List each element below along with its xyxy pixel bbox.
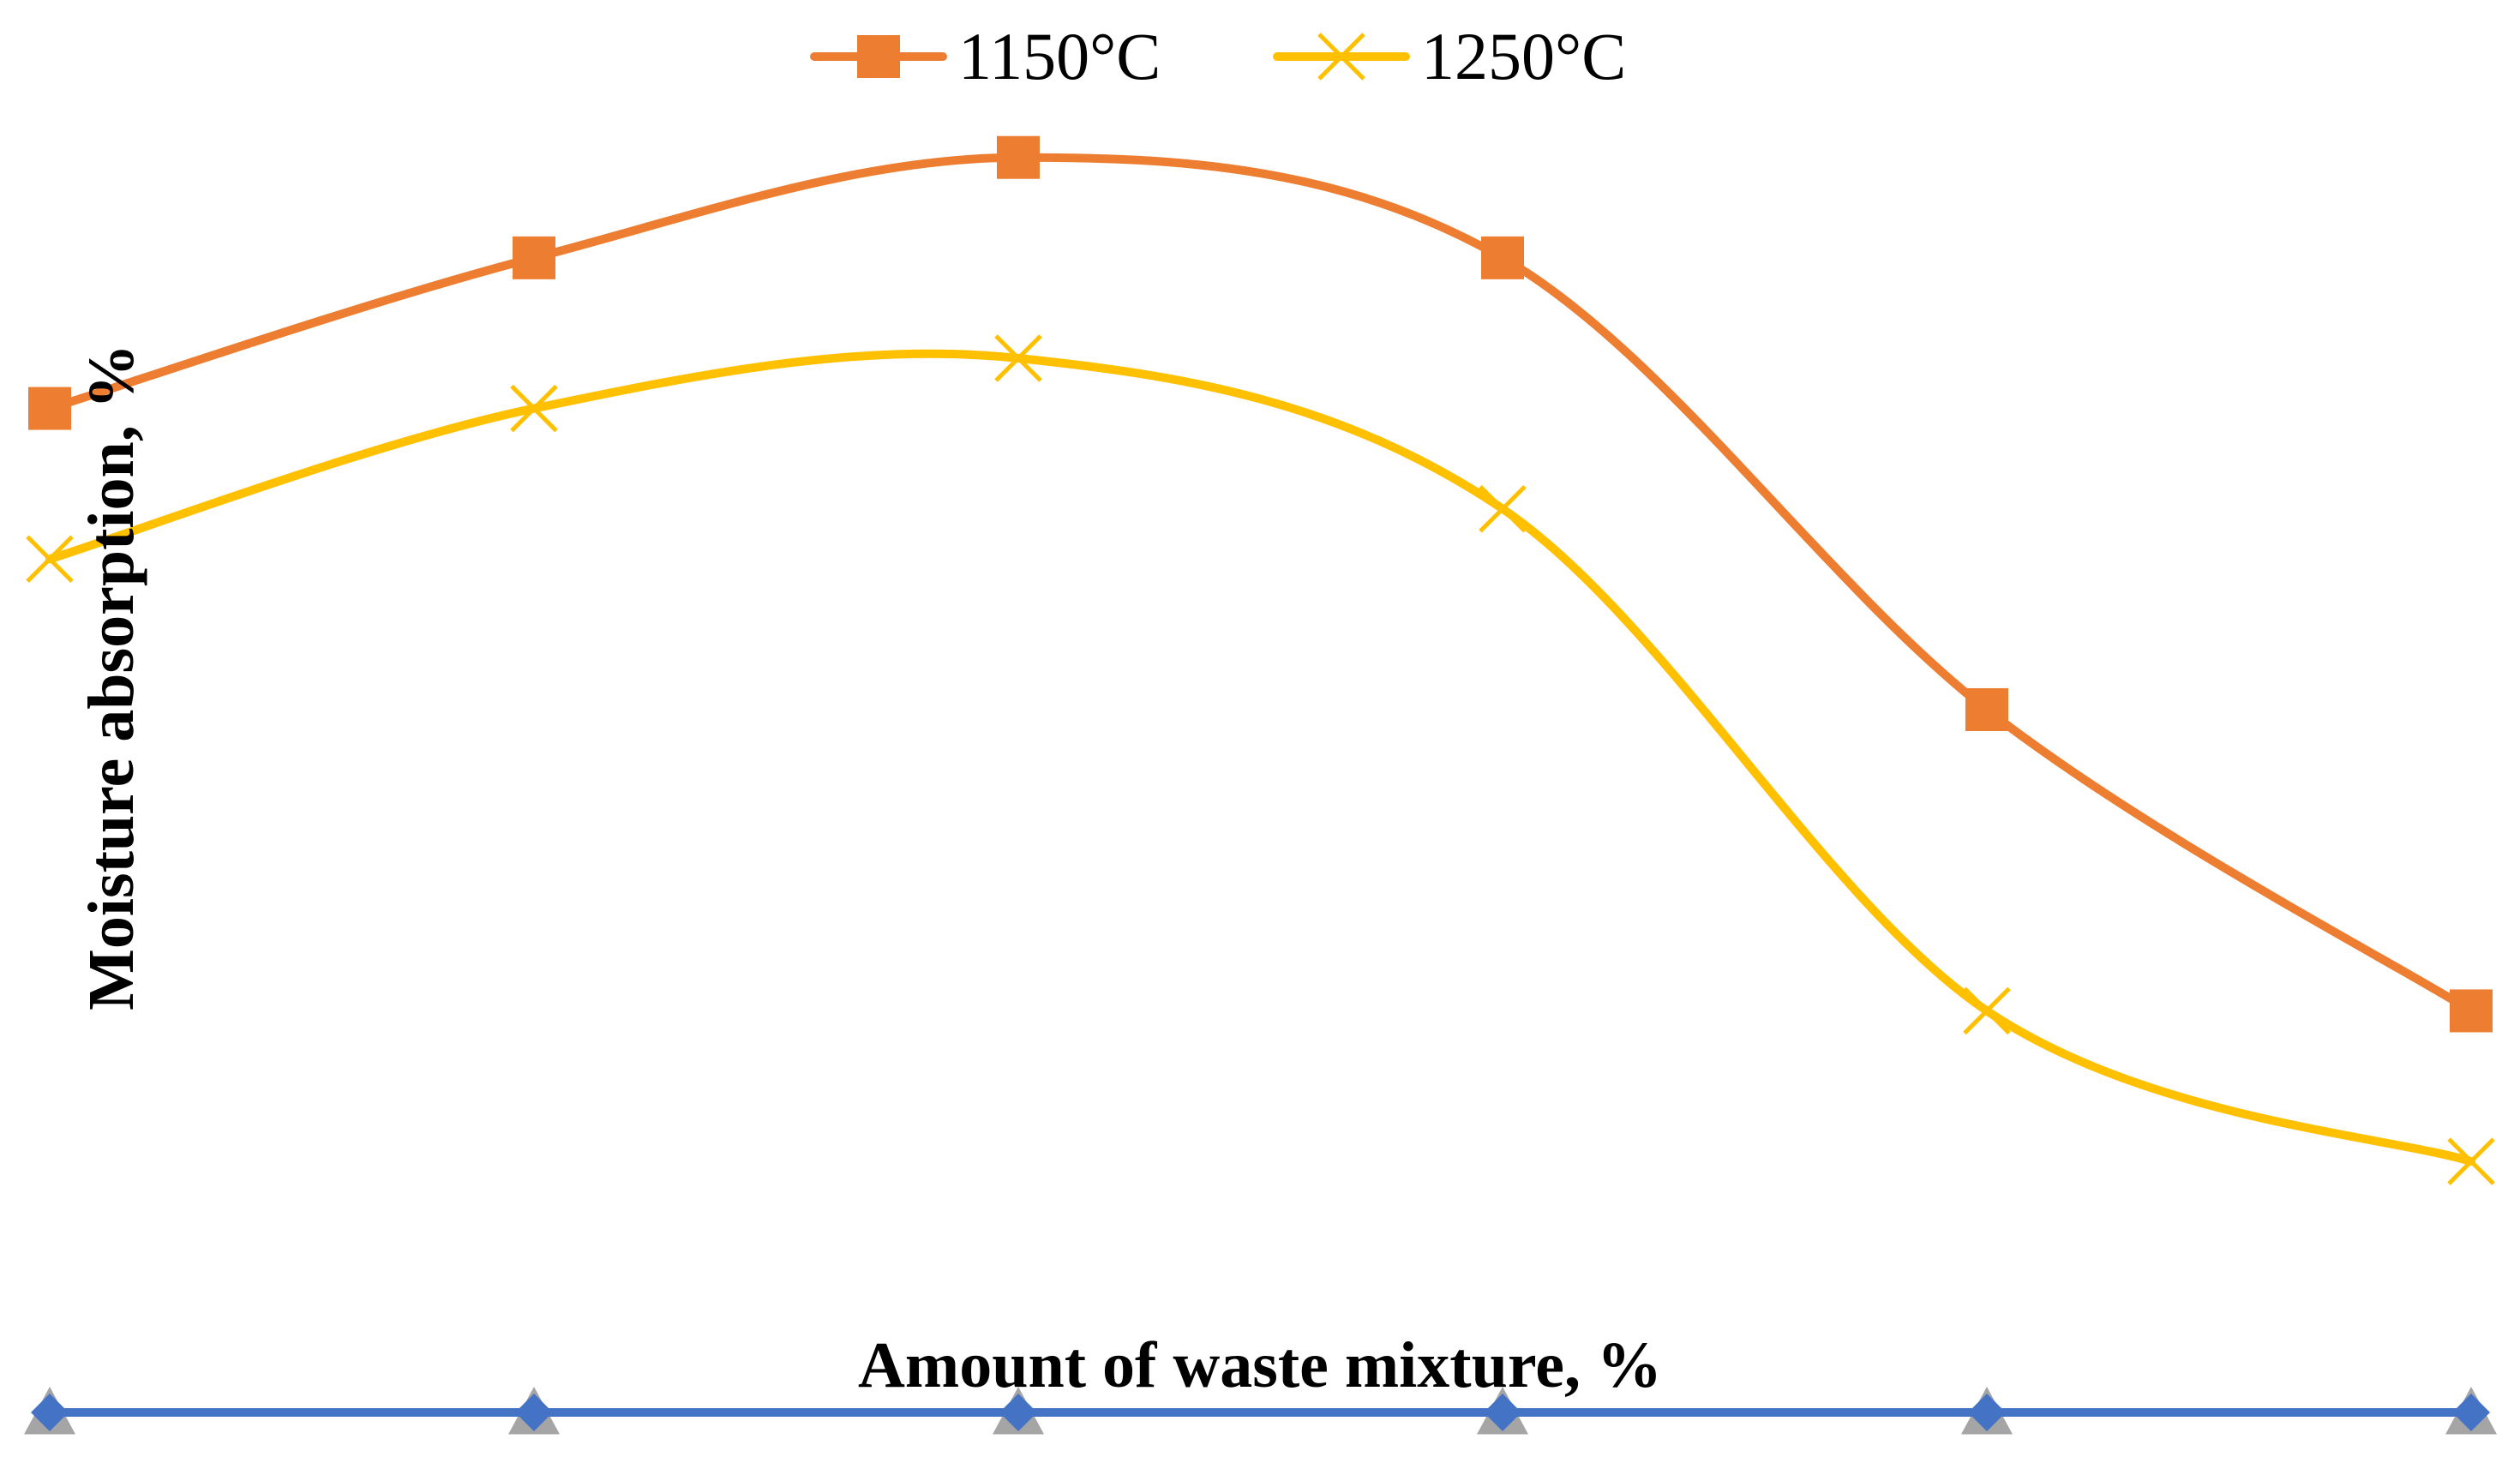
legend-marker-1250-c (1317, 33, 1365, 81)
data-point-1150-c-2 (513, 236, 555, 279)
data-point-1150-c-3 (997, 135, 1040, 179)
data-point-1150-c-4 (1481, 236, 1524, 279)
data-point-1250-c-1 (26, 535, 74, 584)
data-point-series-3-2 (515, 1394, 553, 1431)
legend-marker-1150-c (857, 35, 900, 78)
data-point-1250-c-5 (1963, 986, 2011, 1035)
data-point-series-3-1 (31, 1394, 69, 1431)
legend-label-1250-c: 1250°C (1421, 19, 1626, 93)
data-point-1250-c-2 (510, 384, 558, 433)
data-point-1150-c-1 (28, 387, 71, 430)
data-point-1150-c-5 (1965, 688, 2008, 731)
data-point-series-3-4 (1484, 1394, 1521, 1431)
data-point-series-3-5 (1968, 1394, 2006, 1431)
legend-label-1150-c: 1150°C (958, 19, 1161, 93)
series-series-3 (31, 1394, 2490, 1431)
series-line-1250-c (45, 349, 2475, 1166)
data-point-1250-c-4 (1479, 484, 1527, 533)
legend-item-1150-c: 1150°C (810, 19, 1161, 93)
y-axis-title: Moisture absorption, % (75, 344, 147, 1010)
data-point-1250-c-6 (2447, 1137, 2495, 1185)
data-point-1150-c-6 (2450, 989, 2493, 1033)
x-axis-title: Amount of waste mixture, % (858, 1329, 1662, 1401)
legend-item-1250-c: 1250°C (1273, 19, 1626, 93)
data-point-series-3-6 (2452, 1394, 2490, 1431)
data-point-1250-c-3 (994, 334, 1042, 382)
series-line-1150-c (45, 153, 2475, 1016)
series-1150-c (28, 135, 2493, 1033)
legend: 1150°C 1250°C (810, 19, 1626, 93)
data-point-series-3-3 (999, 1394, 1037, 1431)
series-1250-c (26, 334, 2495, 1185)
series-layer (24, 135, 2497, 1435)
